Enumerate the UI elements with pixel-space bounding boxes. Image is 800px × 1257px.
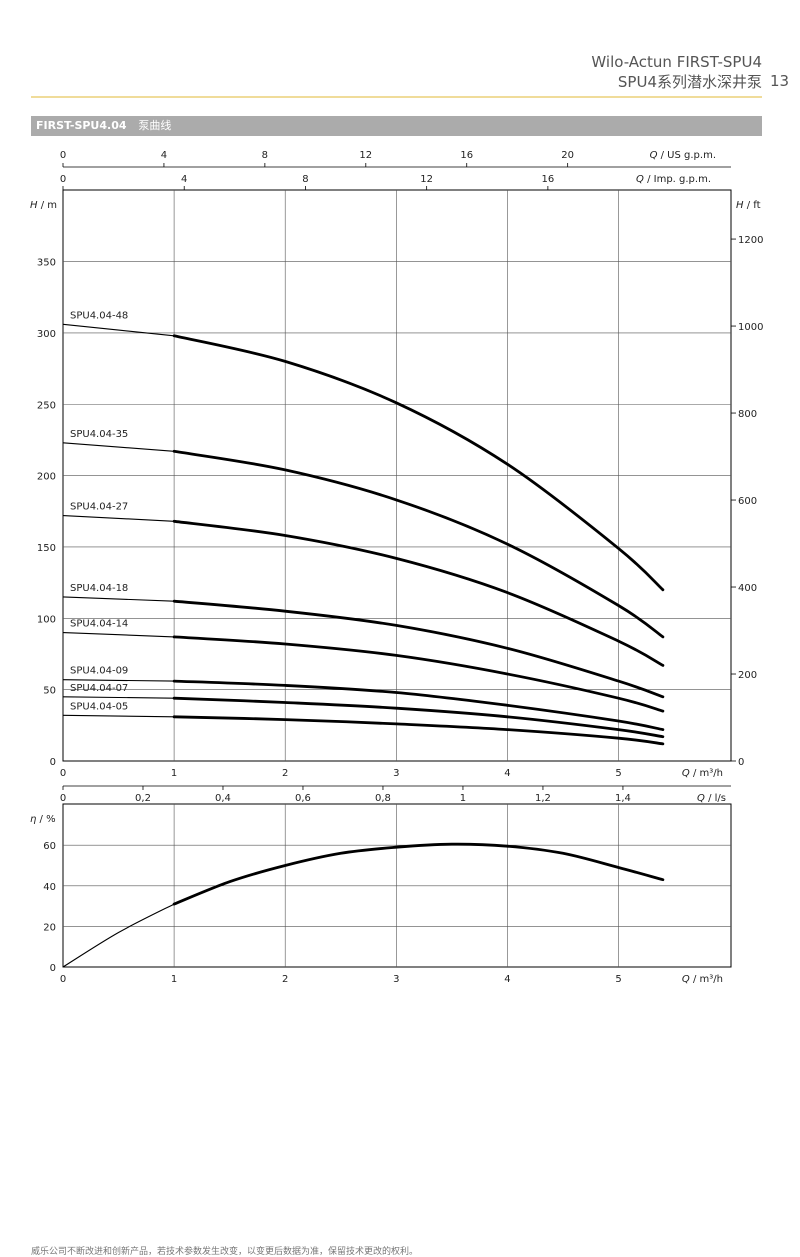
efficiency-y-tick-label: 0 [50,963,56,974]
us-gpm-axis-label: Q / US g.p.m. [650,150,716,161]
imp-gpm-tick-label: 0 [60,174,66,185]
efficiency-y-tick-label: 60 [43,841,56,852]
head-y-tick-label: 300 [37,329,56,340]
head-y-tick-label: 150 [37,543,56,554]
ls-axis-tick-label: 0,2 [135,793,151,804]
efficiency-y-tick-label: 20 [43,922,56,933]
pump-curve-thin-segment [62,442,175,452]
pump-curve-label: SPU4.04-18 [70,583,128,594]
ft-axis-tick-label: 600 [738,496,757,507]
ls-axis-tick-label: 0,4 [215,793,231,804]
pump-curve-spu404-14 [172,635,665,713]
ls-axis-tick-label: 1,4 [615,793,631,804]
ft-axis-tick-label: 400 [738,583,757,594]
pump-curve-spu404-07 [172,696,665,739]
us-gpm-tick-label: 8 [262,150,268,161]
document-title-line1: Wilo-Actun FIRST-SPU4 [591,53,762,71]
pump-curve-label: SPU4.04-05 [70,701,128,712]
pump-curve-label: SPU4.04-48 [70,310,128,321]
ft-axis-tick-label: 200 [738,670,757,681]
document-title: Wilo-Actun FIRST-SPU4 SPU4系列潜水深井泵 [591,52,762,92]
efficiency-x-tick-label: 5 [615,974,621,985]
page-number: 13 [770,72,790,90]
head-x-axis-label: Q / m³/h [682,768,723,779]
ls-axis-tick-label: 1,2 [535,793,551,804]
ft-axis-tick-label: 800 [738,409,757,420]
efficiency-x-tick-label: 1 [171,974,177,985]
banner-title: FIRST-SPU4.04 [36,119,127,132]
imp-gpm-tick-label: 12 [420,174,433,185]
section-banner: FIRST-SPU4.04 泵曲线 [31,116,762,136]
us-gpm-tick-label: 16 [460,150,473,161]
pump-curve-spu404-05 [172,715,665,746]
pump-curve-label: SPU4.04-27 [70,502,128,513]
us-gpm-tick-label: 4 [161,150,167,161]
ls-axis-tick-label: 0,8 [375,793,391,804]
footer-note: 威乐公司不断改进和创新产品，若技术参数发生改变，以变更后数据为准，保留技术更改的… [31,1247,419,1257]
head-x-tick-label: 5 [615,768,621,779]
pump-curve-spu404-18 [172,599,665,699]
head-y-tick-label: 250 [37,400,56,411]
ft-axis-tick-label: 1000 [738,322,763,333]
efficiency-x-tick-label: 2 [282,974,288,985]
imp-gpm-axis-label: Q / Imp. g.p.m. [636,174,711,185]
ls-axis-label: Q / l/s [697,793,726,804]
pump-curve-thin-segment [62,323,175,337]
ls-axis-tick-label: 0,6 [295,793,311,804]
pump-curve-label: SPU4.04-07 [70,683,128,694]
pump-curve-thin-segment [62,679,175,682]
head-y-tick-label: 200 [37,472,56,483]
header-rule [31,96,762,98]
head-x-tick-label: 1 [171,768,177,779]
pump-curve-thin-segment [62,596,175,602]
head-y-tick-label: 100 [37,614,56,625]
head-y-tick-label: 350 [37,258,56,269]
head-y-tick-label: 50 [43,686,56,697]
pump-curve-label: SPU4.04-14 [70,619,128,630]
efficiency-curve-thin-segment [62,903,175,968]
us-gpm-tick-label: 0 [60,150,66,161]
efficiency-x-tick-label: 4 [504,974,510,985]
head-y-tick-label: 0 [50,757,56,768]
pump-curve-thin-segment [62,714,175,718]
pump-curve-label: SPU4.04-09 [70,666,128,677]
document-title-line2: SPU4系列潜水深井泵 [617,73,762,91]
efficiency-x-tick-label: 3 [393,974,399,985]
imp-gpm-tick-label: 16 [542,174,555,185]
efficiency-x-tick-label: 0 [60,974,66,985]
ft-axis-tick-label: 0 [738,757,744,768]
imp-gpm-tick-label: 8 [302,174,308,185]
head-x-tick-label: 2 [282,768,288,779]
efficiency-y-axis-label: η / % [30,814,56,825]
ft-axis-tick-label: 1200 [738,235,763,246]
head-x-tick-label: 4 [504,768,510,779]
us-gpm-tick-label: 12 [359,150,372,161]
efficiency-curve [172,842,665,906]
imp-gpm-tick-label: 4 [181,174,187,185]
us-gpm-tick-label: 20 [561,150,574,161]
efficiency-x-axis-label: Q / m³/h [682,974,723,985]
ls-axis-tick-label: 1 [460,793,466,804]
pump-curve-spu404-48 [172,334,665,592]
pump-curve-label: SPU4.04-35 [70,429,128,440]
pump-curve-thin-segment [62,696,175,699]
head-y-axis-label: H / m [30,200,57,211]
efficiency-y-tick-label: 40 [43,882,56,893]
head-x-tick-label: 3 [393,768,399,779]
ls-axis-tick-label: 0 [60,793,66,804]
head-x-tick-label: 0 [60,768,66,779]
banner-subtitle: 泵曲线 [138,119,172,132]
ft-axis-label: H / ft [736,200,761,211]
pump-curve-thin-segment [62,515,175,522]
pump-curve-spu404-09 [172,679,665,731]
pump-curve-spu404-27 [172,519,665,667]
pump-curve-thin-segment [62,632,175,638]
pump-curve-spu404-35 [172,449,665,639]
